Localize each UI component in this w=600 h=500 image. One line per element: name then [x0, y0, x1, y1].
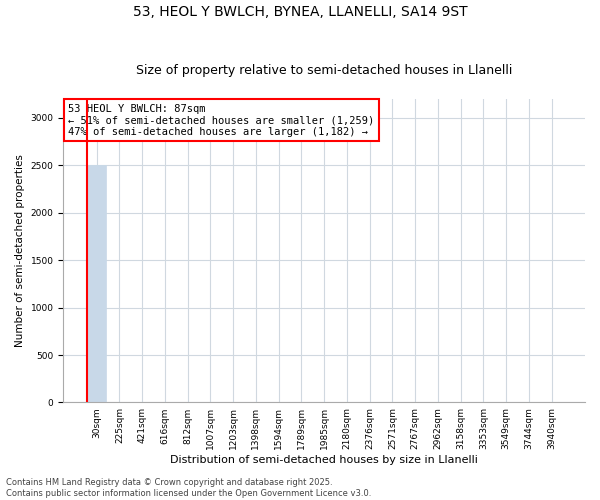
X-axis label: Distribution of semi-detached houses by size in Llanelli: Distribution of semi-detached houses by … [170, 455, 478, 465]
Text: 53, HEOL Y BWLCH, BYNEA, LLANELLI, SA14 9ST: 53, HEOL Y BWLCH, BYNEA, LLANELLI, SA14 … [133, 5, 467, 19]
Title: Size of property relative to semi-detached houses in Llanelli: Size of property relative to semi-detach… [136, 64, 512, 77]
Text: Contains HM Land Registry data © Crown copyright and database right 2025.
Contai: Contains HM Land Registry data © Crown c… [6, 478, 371, 498]
Text: 53 HEOL Y BWLCH: 87sqm
← 51% of semi-detached houses are smaller (1,259)
47% of : 53 HEOL Y BWLCH: 87sqm ← 51% of semi-det… [68, 104, 375, 137]
Bar [87, 166, 106, 402]
Y-axis label: Number of semi-detached properties: Number of semi-detached properties [15, 154, 25, 347]
